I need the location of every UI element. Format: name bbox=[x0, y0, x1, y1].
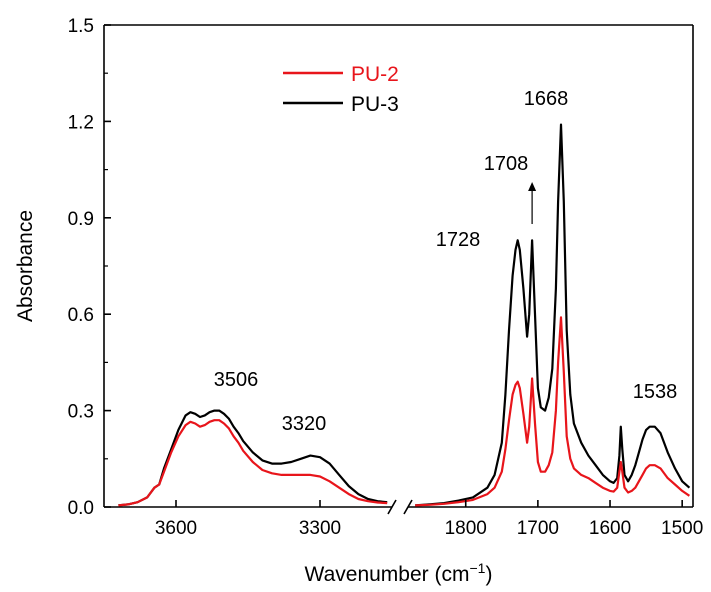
series-layer bbox=[118, 123, 691, 507]
x-axis-label-superscript: −1 bbox=[469, 560, 485, 576]
x-axis-label-suffix: ) bbox=[485, 563, 492, 586]
peak-label-1668: 1668 bbox=[524, 88, 569, 110]
x-axis-label: Wavenumber (cm−1) bbox=[305, 560, 493, 586]
peak-label-1538: 1538 bbox=[633, 381, 678, 403]
x-tick-label: 3600 bbox=[155, 518, 197, 539]
axis-break-mark-left bbox=[387, 499, 397, 515]
axis-layer: 0.0 0.3 0.6 0.9 1.2 1.5 3600 3300 1800 1700 1600 15… bbox=[68, 16, 704, 539]
x-axis-label-text: Wavenumber (cm bbox=[305, 563, 470, 586]
series-line-pu-2-segment-1 bbox=[118, 419, 388, 507]
legend: PU-2 PU-3 bbox=[283, 63, 399, 116]
series-line-pu-3-segment-2 bbox=[415, 123, 691, 507]
x-tick-label: 3300 bbox=[299, 518, 341, 539]
y-tick-label: 0.6 bbox=[68, 305, 94, 326]
arrow-1708-head bbox=[528, 182, 537, 191]
plot-frame bbox=[103, 24, 694, 515]
y-tick-label: 0.3 bbox=[68, 402, 94, 423]
y-axis-label: Absorbance bbox=[14, 210, 37, 322]
series-line-pu-2-segment-2 bbox=[415, 316, 691, 507]
legend-label-pu-3: PU-3 bbox=[351, 93, 399, 116]
peak-label-1708: 1708 bbox=[484, 153, 529, 175]
peak-label-3506: 3506 bbox=[214, 369, 259, 391]
x-tick-label: 1600 bbox=[589, 518, 631, 539]
y-tick-label: 0.9 bbox=[68, 209, 94, 230]
peak-label-3320: 3320 bbox=[282, 413, 327, 435]
series-line-pu-3-segment-1 bbox=[118, 409, 388, 507]
peak-label-1728: 1728 bbox=[436, 229, 481, 251]
annotation-layer: 3506 3320 1728 1708 1668 1538 bbox=[214, 88, 678, 435]
x-tick-label: 1700 bbox=[517, 518, 559, 539]
axis-break-mark-right bbox=[403, 499, 413, 515]
y-tick-label: 1.5 bbox=[68, 16, 94, 37]
legend-label-pu-2: PU-2 bbox=[351, 63, 399, 86]
x-tick-label: 1500 bbox=[661, 518, 703, 539]
y-tick-label: 0.0 bbox=[68, 498, 94, 519]
x-tick-label: 1800 bbox=[445, 518, 487, 539]
y-tick-label: 1.2 bbox=[68, 112, 94, 133]
